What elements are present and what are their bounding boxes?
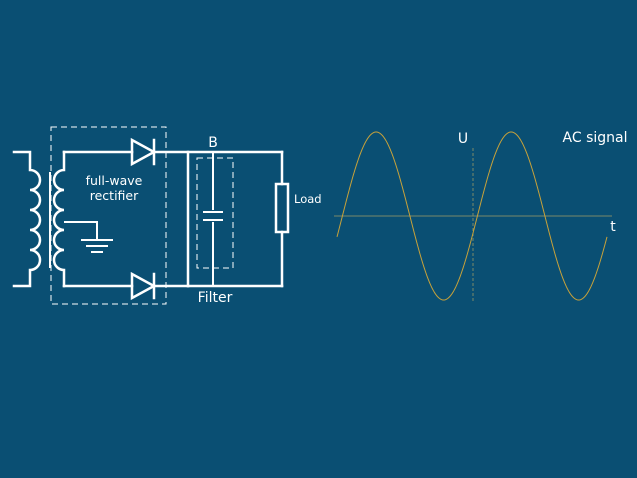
ac-signal-plot: U t AC signal <box>334 130 627 302</box>
sine-wave <box>336 131 608 301</box>
load: Load <box>274 150 322 288</box>
filter-label: Filter <box>198 290 233 306</box>
transformer <box>12 150 113 288</box>
signal-title: AC signal <box>563 130 628 146</box>
filter: B Filter <box>196 135 234 306</box>
ground-icon <box>81 239 113 253</box>
load-resistor <box>274 182 290 234</box>
rectifier: full-wave rectifier <box>50 126 284 305</box>
primary-coil <box>12 150 42 288</box>
rectifier-box <box>50 126 167 305</box>
filter-box <box>196 157 234 269</box>
secondary-coil <box>52 150 66 288</box>
rectifier-label-line1: full-wave <box>86 173 143 188</box>
diode-top-icon <box>130 137 157 167</box>
diode-bottom-icon <box>130 271 157 301</box>
center-tap-wire <box>64 221 98 240</box>
load-label: Load <box>294 192 322 206</box>
x-axis-label: t <box>610 219 616 235</box>
rectifier-label-line2: rectifier <box>90 188 139 203</box>
y-axis-label: U <box>458 131 468 147</box>
node-b-label: B <box>208 135 218 151</box>
